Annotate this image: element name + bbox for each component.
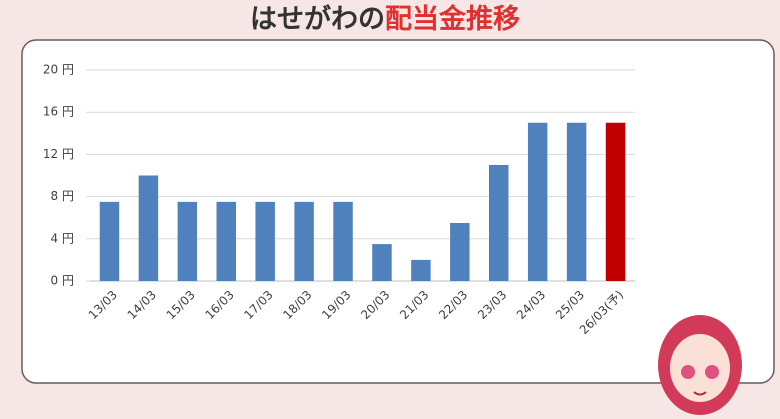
title-part: はせがわの: [250, 3, 385, 35]
y-tick-label: 12 円: [43, 147, 74, 161]
y-tick-label: 16 円: [43, 105, 74, 119]
mouth: [693, 391, 707, 396]
bar: [566, 122, 587, 281]
bar: [216, 201, 236, 281]
bar: [527, 122, 548, 281]
bar: [177, 201, 198, 281]
bar: [372, 244, 392, 281]
title-part: 配当金推移: [385, 3, 520, 35]
eye: [681, 365, 695, 379]
bar: [411, 259, 431, 281]
bar: [333, 201, 353, 281]
bar: [605, 122, 626, 281]
panel: [21, 39, 775, 384]
bar: [138, 175, 159, 281]
y-tick-label: 8 円: [51, 189, 74, 203]
chart-title: はせがわの配当金推移: [250, 3, 520, 35]
face: [670, 334, 730, 402]
bar: [294, 201, 314, 281]
y-tick-label: 20 円: [43, 63, 74, 77]
bar: [450, 222, 470, 281]
y-tick-label: 0 円: [51, 274, 74, 288]
bar: [99, 201, 120, 281]
bar: [489, 164, 509, 281]
bar: [255, 201, 275, 281]
y-tick-label: 4 円: [51, 231, 74, 245]
eye: [705, 365, 719, 379]
character: [658, 315, 742, 415]
